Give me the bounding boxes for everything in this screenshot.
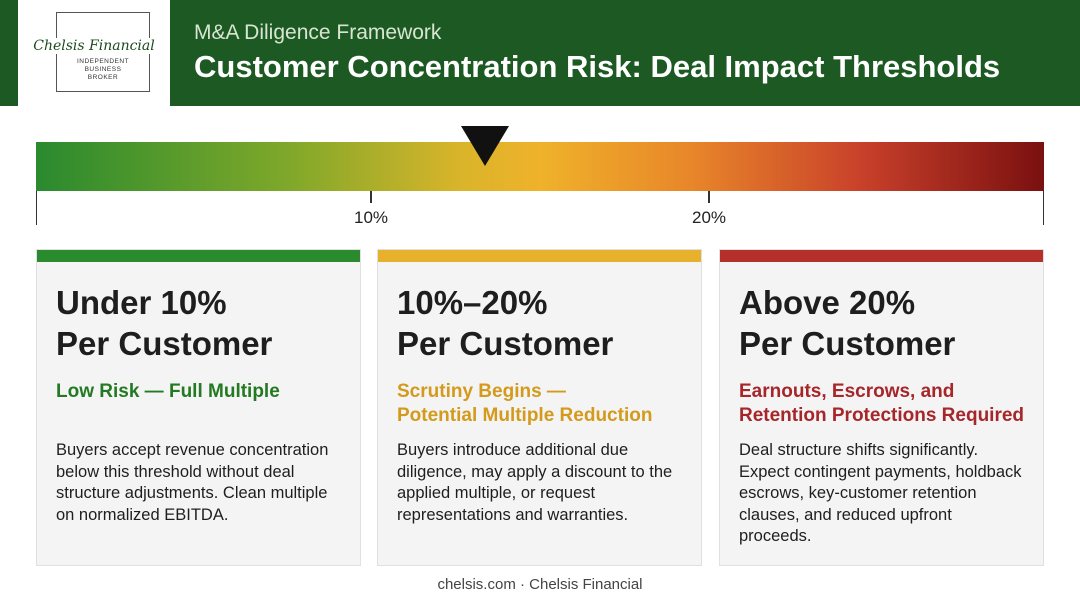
card-sub-line: Low Risk — Full Multiple	[56, 381, 280, 402]
card-heading-line: Under 10%	[56, 284, 227, 321]
threshold-card-high: Above 20% Per Customer Earnouts, Escrows…	[719, 249, 1044, 566]
logo: Chelsis Financial INDEPENDENT BUSINESS B…	[18, 0, 170, 106]
card-body-line: on normalized EBITDA.	[56, 505, 229, 524]
card-body-line: proceeds.	[739, 527, 812, 545]
card-sub-line: Retention Protections Required	[739, 405, 1025, 426]
card-heading-line: 10%–20%	[397, 284, 548, 321]
card-body-line: diligence, may apply a discount to the	[397, 462, 673, 481]
threshold-card-low: Under 10% Per Customer Low Risk — Full M…	[36, 249, 361, 566]
card-body-line: Expect contingent payments, holdback	[739, 462, 1022, 481]
tick-10	[370, 191, 372, 203]
card-subheading: Low Risk — Full Multiple	[56, 380, 356, 404]
card-sub-line: Earnouts, Escrows, and	[739, 381, 955, 402]
threshold-card-mid: 10%–20% Per Customer Scrutiny Begins — P…	[377, 249, 702, 566]
card-subheading: Earnouts, Escrows, and Retention Protect…	[739, 380, 1039, 428]
card-body: Buyers accept revenue concentration belo…	[56, 440, 356, 526]
logo-name: Chelsis Financial	[18, 38, 170, 54]
card-body-line: representations and warranties.	[397, 505, 629, 524]
card-body-line: escrows, key-customer retention	[739, 484, 977, 502]
card-body-line: Buyers introduce additional due	[397, 441, 629, 459]
card-subheading: Scrutiny Begins — Potential Multiple Red…	[397, 380, 697, 428]
card-sub-line: Scrutiny Begins —	[397, 381, 566, 402]
tick-20	[708, 191, 710, 203]
logo-sub-line: BROKER	[87, 74, 119, 81]
card-body-line: applied multiple, or request	[397, 484, 596, 502]
card-body: Deal structure shifts significantly. Exp…	[739, 440, 1039, 548]
card-heading-line: Per Customer	[739, 325, 956, 362]
footer-credit: chelsis.com · Chelsis Financial	[437, 576, 643, 593]
card-sub-line: Potential Multiple Reduction	[397, 405, 653, 426]
logo-sub-line: BUSINESS	[84, 66, 122, 73]
card-body-line: clauses, and reduced upfront	[739, 505, 952, 524]
card-accent-bar	[37, 250, 360, 262]
card-body-line: Buyers accept revenue concentration	[56, 441, 329, 459]
card-body-line: below this threshold without deal	[56, 462, 295, 481]
position-marker-triangle	[461, 126, 509, 166]
scale-axis	[36, 191, 1044, 225]
page-title: Customer Concentration Risk: Deal Impact…	[194, 49, 1001, 84]
card-heading-line: Per Customer	[397, 325, 614, 362]
card-heading: Under 10% Per Customer	[56, 282, 351, 364]
tick-label-20: 20%	[691, 208, 727, 227]
card-body-line: structure adjustments. Clean multiple	[56, 484, 328, 502]
card-heading-line: Above 20%	[739, 284, 916, 321]
risk-gradient-bar	[36, 142, 1044, 191]
card-body-line: Deal structure shifts significantly.	[739, 441, 979, 459]
tick-label-10: 10%	[353, 208, 389, 227]
card-accent-bar	[720, 250, 1043, 262]
card-heading: Above 20% Per Customer	[739, 282, 1034, 364]
card-heading: 10%–20% Per Customer	[397, 282, 692, 364]
header-banner: Chelsis Financial INDEPENDENT BUSINESS B…	[0, 0, 1080, 106]
eyebrow-text: M&A Diligence Framework	[194, 21, 442, 44]
card-body: Buyers introduce additional due diligenc…	[397, 440, 697, 526]
card-accent-bar	[378, 250, 701, 262]
logo-subtitle: INDEPENDENT BUSINESS BROKER	[56, 58, 150, 82]
logo-sub-line: INDEPENDENT	[76, 58, 130, 65]
card-heading-line: Per Customer	[56, 325, 273, 362]
